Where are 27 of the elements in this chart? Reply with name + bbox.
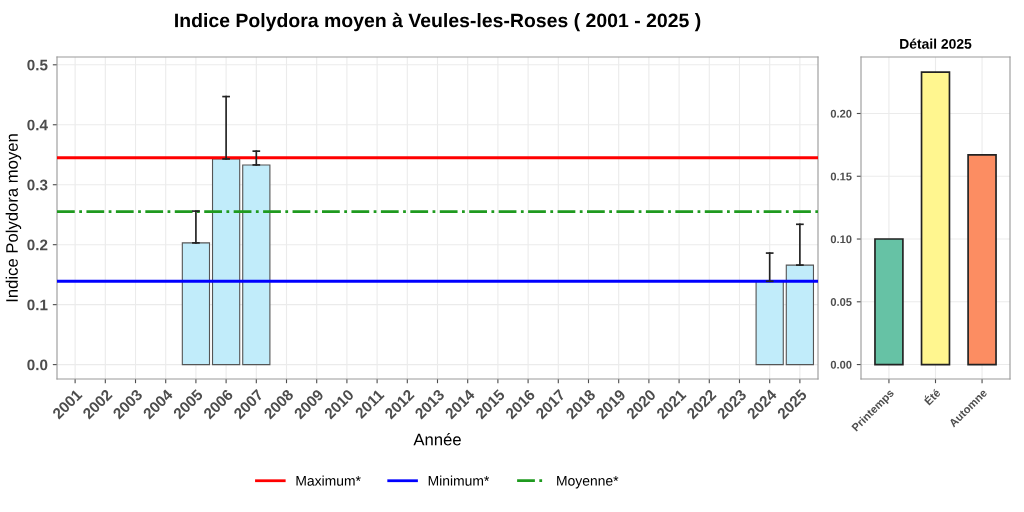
y-tick-label: 0.2 (27, 239, 48, 251)
bar (967, 154, 997, 366)
y-tick-label: 0.05 (830, 298, 852, 306)
y-tick-label: 0.5 (27, 59, 48, 71)
y-tick-label: 0.20 (830, 109, 852, 118)
legend-label: Minimum* (428, 475, 490, 486)
bar (755, 280, 784, 366)
y-tick-label: 0.3 (27, 179, 48, 191)
y-tick-label: 0.00 (830, 360, 852, 369)
y-tick-label: 0.4 (27, 119, 48, 131)
chart-title: Détail 2025 (900, 38, 972, 49)
x-tick-label: Été (922, 387, 941, 406)
bar (181, 242, 211, 366)
bar (874, 238, 904, 366)
y-tick-label: 0.15 (830, 172, 852, 181)
y-tick-label: 0.0 (27, 359, 48, 371)
x-axis-title: Année (413, 433, 461, 446)
y-tick-label: 0.10 (830, 235, 852, 244)
y-axis-title: Indice Polydora moyen (5, 134, 22, 302)
chart-title: Indice Polydora moyen à Veules-les-Roses ( 2001 - 2025 ) (175, 12, 701, 32)
bar (211, 158, 241, 366)
bar (920, 71, 951, 366)
bar (785, 264, 815, 366)
legend-label: Maximum* (296, 475, 361, 486)
legend-label: Moyenne* (557, 476, 619, 489)
bar (242, 164, 271, 366)
y-tick-label: 0.1 (27, 299, 48, 311)
